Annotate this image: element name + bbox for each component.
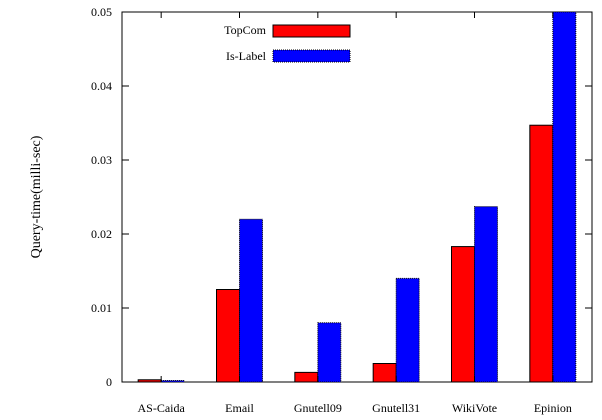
x-tick-label: Epinion <box>534 401 572 415</box>
bar-is-label-gnutell31 <box>395 277 420 383</box>
x-tick-label: AS-Caida <box>138 401 186 415</box>
x-tick-label: Gnutell09 <box>294 401 342 415</box>
y-tick-label: 0.05 <box>91 5 112 19</box>
legend-label-is-label: Is-Label <box>226 49 267 63</box>
y-tick-label: 0.03 <box>91 153 112 167</box>
y-tick-label: 0.04 <box>91 79 112 93</box>
legend: TopCom Is-Label <box>224 23 351 63</box>
bar-is-label-epinion <box>552 11 577 383</box>
bar-topcom-email <box>216 289 240 383</box>
bar-is-label-as-caida <box>160 380 185 383</box>
bar-is-label-gnutell09 <box>317 322 342 383</box>
x-tick-label: WikiVote <box>452 401 497 415</box>
bar-is-label-email <box>239 218 263 383</box>
x-tick-label: Gnutell31 <box>372 401 420 415</box>
y-tick-label: 0.02 <box>91 227 112 241</box>
legend-label-topcom: TopCom <box>224 23 266 37</box>
y-axis: 0 0.01 0.02 0.03 0.04 0.05 <box>91 5 592 389</box>
x-axis: AS-Caida Email Gnutell09 Gnutell31 WikiVote E… <box>138 12 572 415</box>
bar-is-label-wikivote <box>474 206 498 383</box>
bars-group <box>137 11 577 383</box>
y-tick-label: 0.01 <box>91 301 112 315</box>
bar-topcom-gnutell09 <box>294 371 319 383</box>
y-tick-label: 0 <box>106 375 112 389</box>
bar-topcom-gnutell31 <box>372 363 397 383</box>
plot-frame <box>121 11 593 383</box>
x-tick-label: Email <box>225 401 254 415</box>
bar-topcom-epinion <box>529 124 554 383</box>
legend-swatch-topcom <box>272 24 351 38</box>
y-axis-title: Query-time(milli-sec) <box>29 135 44 258</box>
bar-topcom-wikivote <box>451 246 475 383</box>
legend-swatch-is-label <box>272 49 351 63</box>
bar-topcom-as-caida <box>137 379 162 383</box>
